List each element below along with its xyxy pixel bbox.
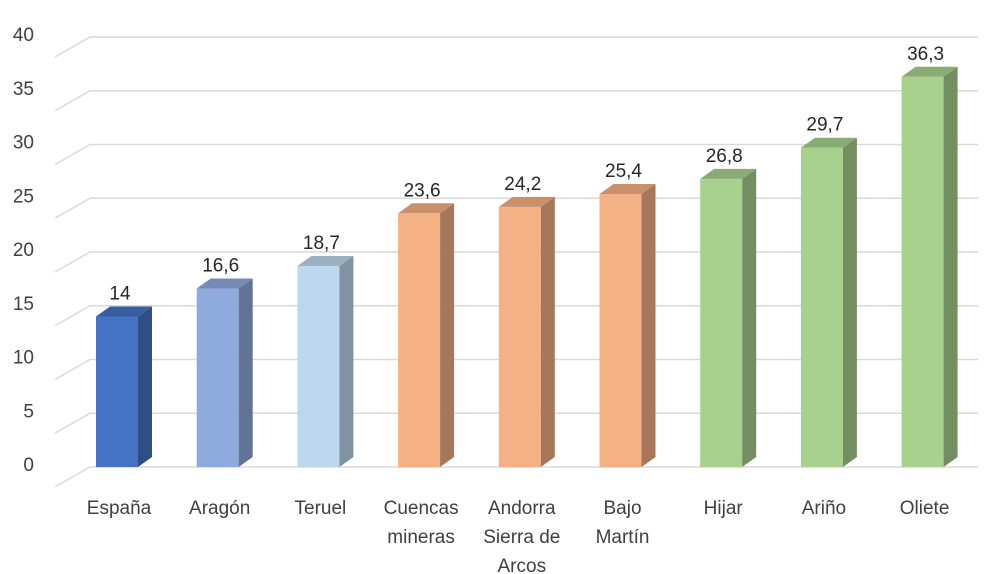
bar-top bbox=[700, 168, 757, 179]
x-tick-label: Bajo Martín bbox=[596, 498, 650, 548]
data-label: 36,3 bbox=[907, 44, 944, 65]
data-label: 16,6 bbox=[202, 256, 239, 277]
gridline-0 bbox=[54, 466, 978, 488]
bar-top bbox=[800, 137, 857, 148]
bars bbox=[96, 66, 958, 468]
data-label: 23,6 bbox=[404, 180, 441, 201]
bar-front bbox=[800, 147, 843, 467]
gridline-40 bbox=[54, 36, 978, 58]
gridlines bbox=[54, 36, 978, 488]
y-axis-ticks: 0 5 10 15 20 25 30 35 40 bbox=[13, 25, 34, 476]
data-label: 25,4 bbox=[605, 161, 642, 182]
gridline-5 bbox=[54, 412, 978, 434]
gridline-20 bbox=[54, 251, 978, 273]
y-tick-label: 5 bbox=[23, 401, 34, 422]
gridline-10 bbox=[54, 358, 978, 381]
bar-side bbox=[440, 203, 455, 468]
bar-2 bbox=[297, 255, 354, 467]
x-tick-label: Cuencas mineras bbox=[384, 498, 459, 548]
bar-1 bbox=[196, 278, 253, 467]
y-tick-label: 10 bbox=[13, 348, 34, 369]
bar-top bbox=[901, 66, 958, 77]
y-tick-label: 15 bbox=[13, 294, 34, 315]
bar-3 bbox=[398, 203, 455, 468]
x-tick-label: España bbox=[87, 498, 152, 519]
data-label: 14 bbox=[109, 284, 131, 305]
bar-8 bbox=[901, 66, 958, 468]
bar-side bbox=[138, 306, 152, 467]
bar-top bbox=[498, 196, 555, 207]
x-tick-label: Aragón bbox=[189, 498, 250, 519]
y-tick-label: 40 bbox=[13, 25, 34, 46]
x-axis-labels: España Aragón Teruel Cuencas mineras Andorra S… bbox=[87, 498, 950, 574]
bar-6 bbox=[700, 168, 757, 467]
data-label: 29,7 bbox=[806, 115, 843, 136]
bar-top bbox=[196, 278, 253, 289]
data-label: 26,8 bbox=[706, 146, 743, 167]
gridline-15 bbox=[54, 305, 978, 327]
data-label: 24,2 bbox=[504, 174, 541, 195]
bar-7 bbox=[800, 137, 857, 467]
bar-front bbox=[96, 316, 138, 467]
y-tick-label: 20 bbox=[13, 240, 34, 261]
bar-side bbox=[943, 66, 958, 468]
bar-top bbox=[398, 203, 455, 214]
y-tick-label: 0 bbox=[23, 455, 34, 476]
y-tick-label: 35 bbox=[13, 79, 34, 100]
x-tick-label: Hijar bbox=[704, 498, 744, 519]
x-tick-label: Andorra Sierra de Arcos bbox=[483, 498, 560, 574]
bar-front bbox=[196, 288, 239, 467]
bar-front bbox=[901, 76, 944, 468]
bar-top bbox=[297, 255, 354, 266]
gridline-35 bbox=[54, 90, 978, 112]
bar-5 bbox=[599, 183, 656, 467]
bar-front bbox=[297, 265, 340, 467]
y-tick-label: 30 bbox=[13, 133, 34, 154]
bar-front bbox=[398, 213, 441, 467]
bar-side bbox=[842, 137, 857, 467]
bar-0 bbox=[96, 306, 152, 467]
data-label: 18,7 bbox=[303, 233, 340, 254]
bar-side bbox=[238, 278, 253, 467]
data-labels: 14 16,6 18,7 23,6 24,2 25,4 26,8 29,7 36,3 bbox=[109, 44, 944, 305]
bar-side bbox=[641, 183, 656, 467]
gridline-25 bbox=[54, 197, 978, 219]
bar-side bbox=[540, 196, 555, 467]
bar-front bbox=[599, 193, 642, 467]
x-tick-label: Teruel bbox=[295, 498, 347, 519]
gridline-30 bbox=[54, 143, 978, 166]
bar-side bbox=[339, 255, 354, 467]
bar-4 bbox=[498, 196, 555, 467]
bar-side bbox=[742, 168, 757, 467]
x-tick-label: Ariño bbox=[802, 498, 846, 519]
bar-top bbox=[96, 306, 152, 317]
y-tick-label: 25 bbox=[13, 186, 34, 207]
bar-front bbox=[700, 178, 743, 467]
x-tick-label: Oliete bbox=[900, 498, 950, 519]
bar-top bbox=[599, 183, 656, 194]
bar-front bbox=[498, 206, 541, 467]
